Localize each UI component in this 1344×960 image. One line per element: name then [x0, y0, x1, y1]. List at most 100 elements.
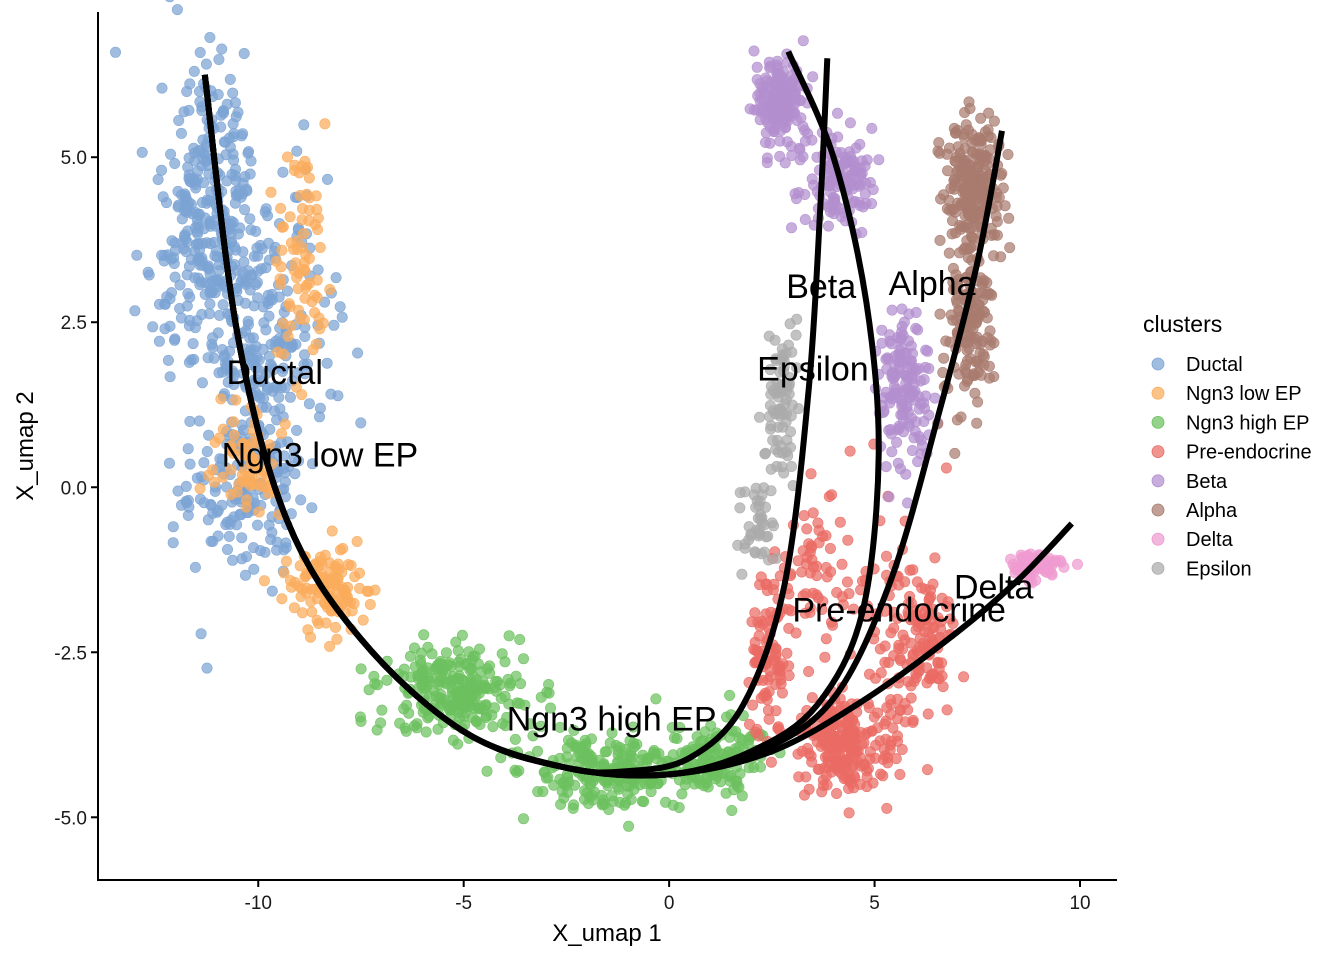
data-point — [758, 482, 770, 494]
data-point — [258, 575, 270, 587]
data-point — [885, 338, 897, 350]
data-point — [303, 204, 315, 216]
data-point — [894, 768, 906, 780]
axes: -10 -5 0 5 10 -5.0 -2.5 0.0 2.5 5.0 — [54, 12, 1117, 914]
data-point — [285, 237, 297, 249]
data-point — [184, 458, 196, 470]
data-point — [250, 460, 262, 472]
data-point — [751, 61, 763, 73]
data-point — [880, 353, 892, 365]
data-point — [156, 82, 168, 94]
data-point — [310, 338, 322, 350]
data-point — [245, 155, 257, 167]
data-point — [960, 337, 972, 349]
data-point — [983, 107, 995, 119]
data-point — [926, 668, 938, 680]
data-point — [368, 670, 380, 682]
data-point — [280, 555, 292, 567]
data-point — [753, 730, 765, 742]
data-point — [947, 262, 959, 274]
data-point — [426, 648, 438, 660]
data-point — [301, 188, 313, 200]
data-point — [926, 635, 938, 647]
data-point — [783, 622, 795, 634]
cluster-label: Alpha — [889, 265, 976, 303]
data-point — [284, 391, 296, 403]
data-point — [761, 584, 773, 596]
data-point — [212, 89, 224, 101]
data-point — [848, 155, 860, 167]
data-point — [291, 424, 303, 436]
data-point — [129, 305, 141, 317]
data-point — [303, 398, 315, 410]
data-point — [730, 775, 742, 787]
data-point — [861, 727, 873, 739]
data-point — [355, 715, 367, 727]
data-point — [923, 362, 935, 374]
data-point — [947, 283, 959, 295]
data-point — [217, 366, 229, 378]
data-point — [159, 323, 171, 335]
data-point — [778, 365, 790, 377]
data-point — [785, 460, 797, 472]
data-point — [306, 606, 318, 618]
data-point — [886, 446, 898, 458]
data-point — [772, 391, 784, 403]
data-point — [288, 602, 300, 614]
data-point — [888, 622, 900, 634]
data-point — [346, 605, 358, 617]
data-point — [275, 202, 287, 214]
data-point — [771, 460, 783, 472]
legend-key — [1151, 357, 1165, 371]
cluster-points-beta — [744, 35, 944, 509]
data-point — [279, 418, 291, 430]
data-point — [209, 436, 221, 448]
cluster-label: Ngn3 low EP — [222, 437, 419, 475]
data-point — [944, 613, 956, 625]
data-point — [935, 193, 947, 205]
data-point — [248, 563, 260, 575]
data-point — [867, 184, 879, 196]
data-point — [381, 674, 393, 686]
data-point — [228, 154, 240, 166]
data-point — [165, 0, 175, 3]
data-point — [966, 137, 978, 149]
cluster-label: Ductal — [227, 354, 323, 392]
data-point — [885, 423, 897, 435]
data-point — [623, 820, 635, 832]
data-point — [153, 335, 165, 347]
data-point — [847, 732, 859, 744]
data-point — [110, 46, 122, 58]
data-point — [780, 416, 792, 428]
data-point — [300, 570, 312, 582]
data-point — [297, 228, 309, 240]
data-point — [660, 796, 672, 808]
data-point — [214, 309, 226, 321]
data-point — [897, 629, 909, 641]
data-point — [501, 711, 513, 723]
data-point — [828, 761, 840, 773]
data-point — [525, 718, 537, 730]
data-point — [877, 753, 889, 765]
data-point — [238, 47, 250, 59]
data-point — [650, 693, 662, 705]
data-point — [184, 415, 196, 427]
x-tick-label: -5 — [455, 893, 472, 914]
data-point — [949, 447, 961, 459]
trajectory-curves — [201, 50, 1074, 779]
data-point — [298, 119, 310, 131]
data-point — [951, 297, 963, 309]
data-point — [454, 660, 466, 672]
data-point — [952, 141, 964, 153]
cluster-points-pre-endocrine — [743, 438, 970, 819]
data-point — [780, 377, 792, 389]
legend-label: Ngn3 low EP — [1186, 383, 1302, 405]
data-point — [204, 298, 216, 310]
data-point — [699, 726, 711, 738]
data-point — [891, 436, 903, 448]
data-point — [793, 187, 805, 199]
data-point — [819, 651, 831, 663]
data-point — [436, 698, 448, 710]
data-point — [420, 726, 432, 738]
data-point — [770, 354, 782, 366]
